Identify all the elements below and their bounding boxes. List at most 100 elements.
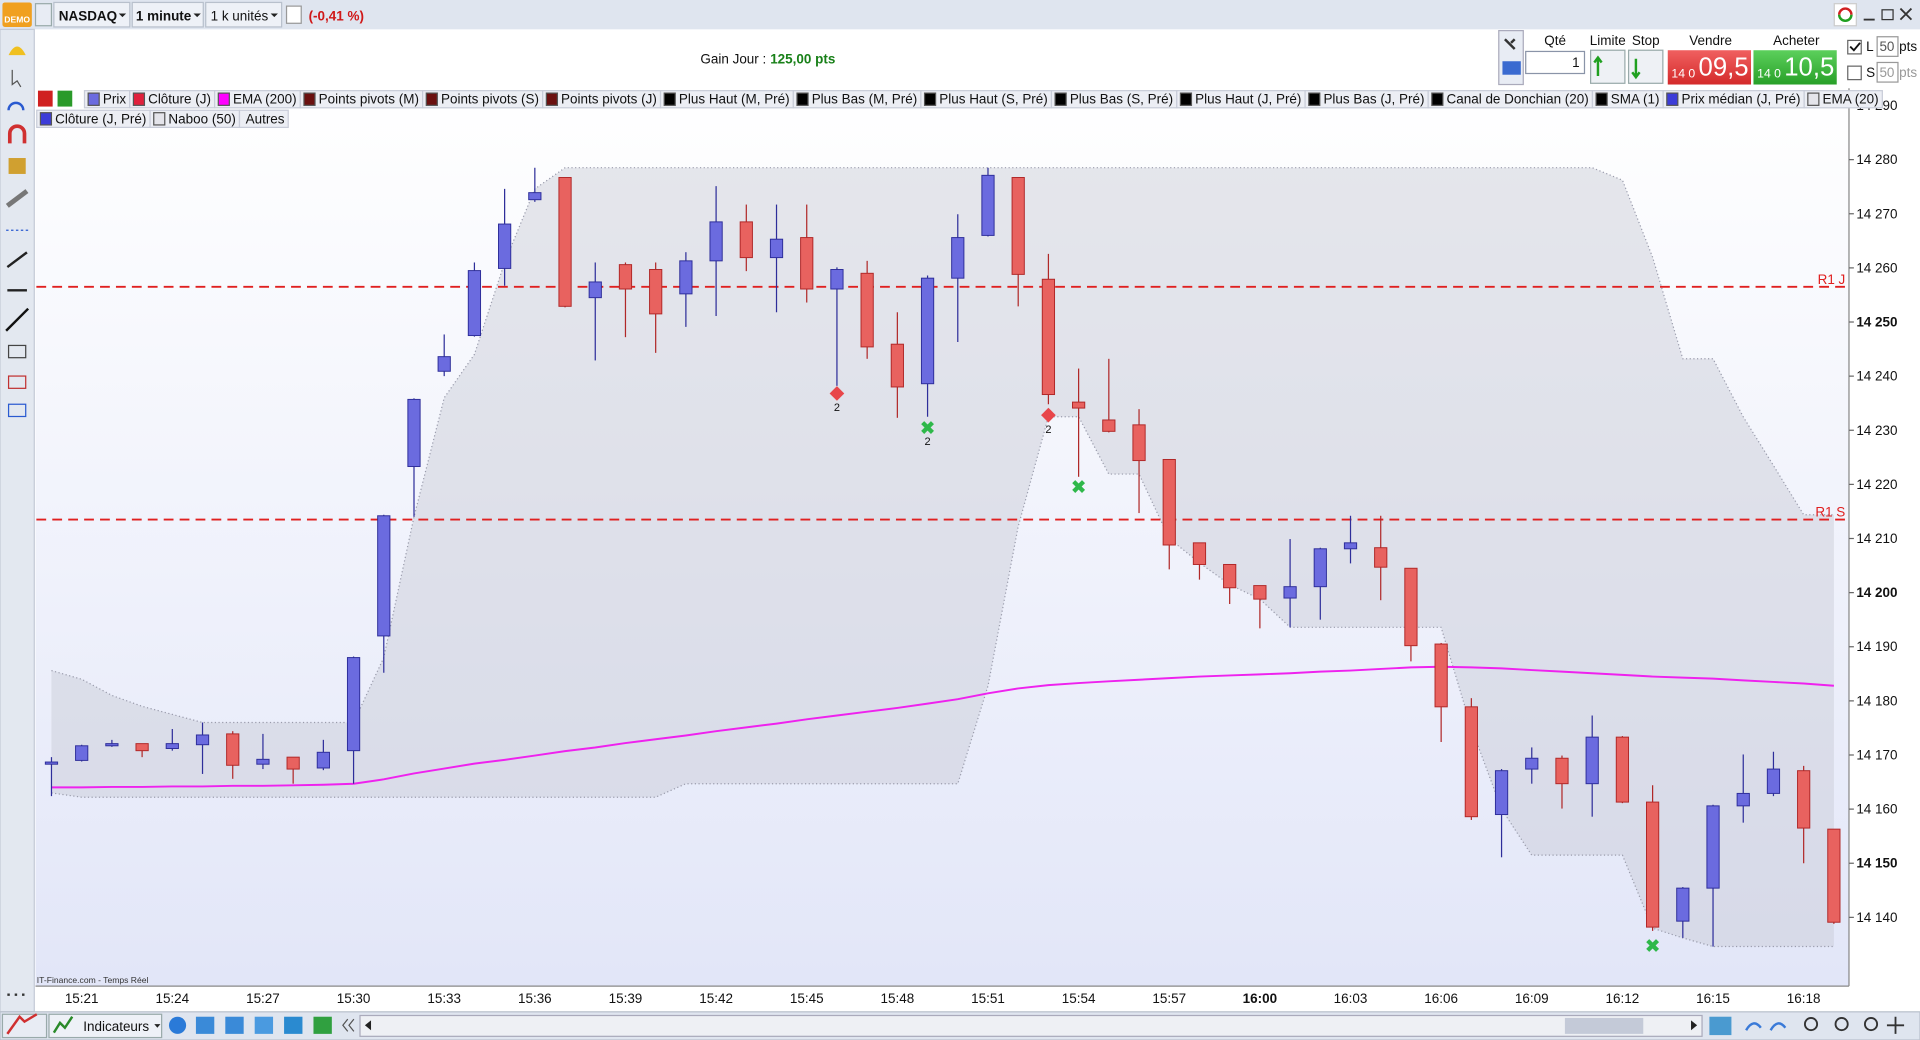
legend-item[interactable]: EMA (20) (1803, 90, 1883, 109)
line-icon[interactable] (6, 251, 28, 269)
undo-icon[interactable] (1745, 1022, 1762, 1031)
long-checkbox[interactable] (1847, 39, 1862, 55)
window-icon[interactable] (284, 1016, 303, 1034)
donchian-area (51, 167, 1834, 947)
candle-body (860, 272, 874, 348)
long-label: L (1866, 39, 1874, 54)
qty-input[interactable] (1525, 50, 1586, 75)
legend-item[interactable]: Plus Haut (M, Pré) (659, 90, 794, 109)
zoom-icon[interactable] (7, 101, 25, 111)
table-icon[interactable] (313, 1016, 332, 1034)
legend-swatch (153, 112, 166, 126)
legend-item[interactable]: Clôture (J, Pré) (36, 109, 151, 129)
legend-item[interactable]: Plus Haut (S, Pré) (920, 90, 1053, 109)
short-pts-input[interactable] (1876, 61, 1899, 83)
legend-swatch (217, 92, 230, 106)
fibo-icon[interactable] (7, 375, 27, 389)
candle-body (800, 237, 814, 290)
legend-item[interactable]: Plus Bas (J, Pré) (1304, 90, 1429, 109)
trend-icon[interactable] (5, 307, 30, 332)
share-icon[interactable] (168, 1016, 187, 1034)
channel-icon[interactable] (7, 403, 27, 418)
collapse-icon[interactable] (342, 1018, 355, 1032)
candle-body (1736, 792, 1750, 807)
alert-icon[interactable] (8, 46, 26, 56)
legend-item-bg[interactable] (1803, 90, 1883, 109)
fibo-icon[interactable] (7, 344, 27, 359)
limit-button[interactable] (1590, 49, 1626, 84)
zoom-fit-icon[interactable] (1803, 1017, 1819, 1032)
close[interactable] (1899, 7, 1913, 21)
refresh-icon[interactable] (1833, 3, 1857, 27)
legend-icon[interactable] (37, 90, 53, 107)
legend-item[interactable]: Points pivots (M) (299, 90, 424, 109)
tool-icon[interactable] (8, 158, 26, 174)
x-tick-label: 15:54 (1062, 991, 1096, 1006)
legend-item[interactable]: Points pivots (J) (542, 90, 662, 109)
stop-button[interactable] (1627, 49, 1664, 84)
settings-button[interactable] (1498, 30, 1524, 86)
x-tick-label: 16:06 (1424, 991, 1458, 1006)
interval-select[interactable] (131, 1, 204, 28)
legend-item[interactable]: Plus Bas (M, Pré) (792, 90, 922, 109)
time-axis (35, 986, 1849, 1012)
zoom-out-icon[interactable] (1834, 1017, 1849, 1032)
x-tick-label: 15:48 (881, 991, 915, 1006)
keyboard-icon (1502, 61, 1521, 75)
news-icon[interactable] (225, 1016, 244, 1034)
y-tick-label: 14 280 (1856, 152, 1897, 167)
redo-icon[interactable] (1769, 1022, 1787, 1031)
scrollbar[interactable] (359, 1014, 1703, 1037)
scroll-right[interactable] (1691, 1020, 1698, 1031)
demo-badge[interactable] (2, 2, 32, 27)
restore[interactable] (1881, 9, 1894, 21)
legend-item-bg[interactable] (238, 109, 289, 129)
legend-item[interactable]: EMA (200) (214, 90, 301, 109)
legend-icon[interactable] (57, 90, 73, 107)
candle-body (890, 343, 904, 388)
legend-item[interactable]: Points pivots (S) (422, 90, 544, 109)
legend-swatch (923, 92, 937, 106)
crosshair-icon[interactable] (1886, 1016, 1905, 1034)
magnet-icon[interactable] (7, 124, 27, 144)
zoom-in-icon[interactable] (1863, 1017, 1879, 1032)
y-tick-label: 14 250 (1856, 315, 1897, 330)
sell-button[interactable] (1667, 50, 1752, 85)
buy-button[interactable] (1753, 50, 1837, 85)
dropdown-arrow (118, 13, 127, 18)
indicators-button[interactable] (48, 1013, 163, 1039)
screen-icon[interactable] (254, 1016, 274, 1034)
candle-body (679, 260, 693, 295)
draw-button[interactable] (1, 1013, 48, 1039)
other-button[interactable]: Autres (238, 109, 289, 129)
long-pts-input[interactable] (1876, 36, 1899, 57)
candle-body (588, 281, 602, 299)
candle-body (1041, 278, 1056, 396)
legend-swatch (1595, 92, 1608, 106)
legend-item[interactable]: Prix médian (J, Pré) (1662, 90, 1805, 109)
short-checkbox[interactable] (1847, 65, 1862, 81)
quantity-select[interactable] (205, 1, 283, 28)
chat-icon[interactable] (195, 1016, 215, 1034)
legend-swatch (87, 92, 100, 106)
legend-swatch (39, 112, 53, 126)
legend-item[interactable]: Naboo (50) (149, 109, 241, 129)
layout-icon[interactable] (1709, 1016, 1732, 1036)
scroll-left[interactable] (364, 1020, 372, 1031)
legend-item[interactable]: SMA (1) (1591, 90, 1664, 109)
info-icon[interactable] (285, 5, 302, 24)
ruler-icon[interactable] (5, 189, 29, 208)
legend-item[interactable]: Plus Haut (J, Pré) (1176, 90, 1306, 109)
cursor-icon[interactable] (11, 69, 22, 88)
toolbar-icon[interactable] (34, 3, 53, 27)
legend-item[interactable]: Clôture (J) (129, 90, 216, 109)
legend-item[interactable]: Canal de Donchian (20) (1427, 90, 1594, 109)
legend-item[interactable]: Plus Bas (S, Pré) (1050, 90, 1178, 109)
candle-body (558, 177, 572, 307)
scroll-thumb[interactable] (1564, 1017, 1644, 1034)
instrument-select[interactable] (53, 1, 131, 28)
x-tick-label: 15:51 (971, 991, 1005, 1006)
legend-item[interactable]: Prix (83, 90, 131, 109)
candle-body (286, 756, 300, 770)
legend-swatch (1431, 92, 1444, 106)
